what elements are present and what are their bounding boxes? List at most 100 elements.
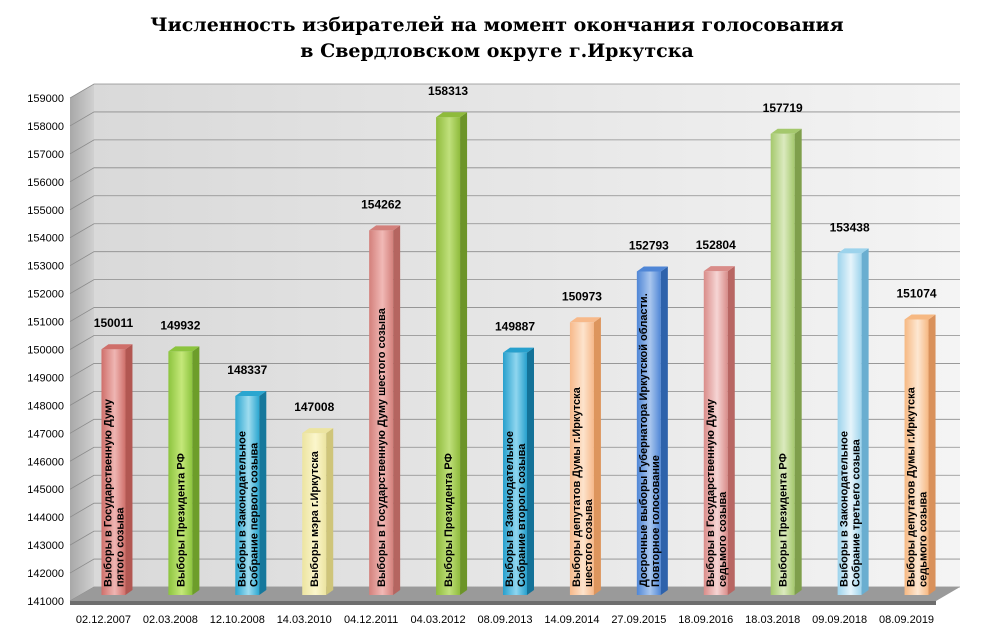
bar-top xyxy=(235,390,267,396)
y-tick-label: 156000 xyxy=(27,177,64,189)
data-label: 150973 xyxy=(562,289,602,303)
x-tick-label: 18.09.2016 xyxy=(678,614,733,626)
bar-side xyxy=(727,266,735,595)
bar-top xyxy=(302,428,334,434)
bar-text: седьмого созыва xyxy=(717,491,729,587)
bar-group: 151074 Выборы депутатов Думы г.Иркутска се… xyxy=(897,286,937,595)
bar xyxy=(636,271,661,595)
bar-group: 152793 Досрочные выборы Губернатора Иркут… xyxy=(629,238,669,595)
y-tick-label: 153000 xyxy=(27,261,64,273)
data-label: 153438 xyxy=(830,220,870,234)
bar-side xyxy=(928,314,936,595)
y-axis: 141000 142000 143000 144000 145000 146000 1470… xyxy=(27,93,64,608)
x-tick-label: 08.09.2013 xyxy=(477,614,532,626)
y-tick-label: 144000 xyxy=(27,512,64,524)
bar xyxy=(302,433,327,595)
bar xyxy=(101,349,126,595)
bar-text: Выборы Президента РФ xyxy=(778,453,790,587)
x-tick-label: 12.10.2008 xyxy=(210,614,265,626)
bar-top xyxy=(636,266,668,272)
bar-text: Выборы в Государственную Думу шестого со… xyxy=(376,307,388,587)
x-tick-label: 08.09.2019 xyxy=(879,614,934,626)
bar-text: Повторное голосование xyxy=(650,455,662,587)
bar-side xyxy=(326,428,334,595)
data-label: 152793 xyxy=(629,238,669,252)
bar-group: 150011 Выборы в Государственную Думу пятог… xyxy=(94,316,133,595)
bar-top xyxy=(904,314,936,320)
bar-side xyxy=(660,266,668,595)
bar-top xyxy=(436,112,468,118)
x-tick-label: 02.03.2008 xyxy=(143,614,198,626)
bar-side xyxy=(460,112,468,596)
bar xyxy=(503,352,527,595)
bar-group: 152804 Выборы в Государственную Думу седьм… xyxy=(696,238,736,595)
bar-top xyxy=(369,225,401,231)
data-label: 147008 xyxy=(294,400,334,414)
data-label: 158313 xyxy=(428,84,468,98)
data-label: 148337 xyxy=(227,363,267,377)
bar xyxy=(436,117,461,596)
y-tick-label: 155000 xyxy=(27,205,64,217)
bar-text: Выборы Президента РФ xyxy=(443,453,455,587)
bar-text: Выборы в Законодательное xyxy=(504,431,516,587)
bar-text: Выборы депутатов Думы г.Иркутска xyxy=(571,386,583,587)
bar-top xyxy=(837,248,869,254)
y-tick-label: 143000 xyxy=(27,540,64,552)
bar-side xyxy=(593,317,601,595)
x-tick-label: 14.09.2014 xyxy=(544,614,599,626)
y-tick-label: 151000 xyxy=(27,317,64,329)
chart-title-line-1: Численность избирателей на момент оконча… xyxy=(150,14,843,36)
x-tick-label: 14.03.2010 xyxy=(277,614,332,626)
bar-text: седьмого созыва xyxy=(918,491,930,587)
y-tick-label: 149000 xyxy=(27,372,64,384)
bar-text: шестого созыва xyxy=(583,498,595,587)
x-tick-label: 18.03.2018 xyxy=(745,614,800,626)
bar-text: Выборы в Государственную Думу xyxy=(102,398,114,587)
bar-side xyxy=(527,347,534,595)
bar-side xyxy=(125,344,133,595)
bar xyxy=(569,322,594,595)
bar xyxy=(235,395,260,595)
bar-text: пятого созыва xyxy=(114,507,126,587)
bar-group: 150973 Выборы депутатов Думы г.Иркутска ше… xyxy=(562,289,602,595)
bar xyxy=(168,351,193,595)
bar-group: 157719 Выборы Президента РФ xyxy=(763,101,803,596)
bar-text: Выборы Президента РФ xyxy=(175,453,187,587)
bar xyxy=(369,230,394,596)
bar-side xyxy=(259,390,267,595)
x-tick-label: 04.12.2011 xyxy=(344,614,398,626)
y-tick-label: 150000 xyxy=(27,345,64,357)
x-tick-label: 09.09.2018 xyxy=(812,614,867,626)
y-tick-label: 146000 xyxy=(27,456,64,468)
bar xyxy=(703,271,728,595)
bar-group: 149887 Выборы в Законодательное Собрание в… xyxy=(495,320,535,595)
data-label: 152804 xyxy=(696,238,736,252)
data-label: 151074 xyxy=(897,286,937,300)
bar-top xyxy=(770,128,802,134)
bar-top xyxy=(168,346,200,352)
bar xyxy=(770,133,795,596)
y-tick-label: 142000 xyxy=(27,568,64,580)
x-tick-label: 02.12.2007 xyxy=(76,614,131,626)
bar-top xyxy=(569,317,601,323)
x-tick-label: 27.09.2015 xyxy=(611,614,666,626)
bar-text: Выборы в Законодательное xyxy=(236,431,248,587)
x-tick-label: 04.03.2012 xyxy=(411,614,466,626)
y-tick-label: 158000 xyxy=(27,121,64,133)
bar-text: Собрание третьего созыва xyxy=(851,438,863,587)
bar-side xyxy=(794,128,802,596)
bar-side xyxy=(861,248,869,595)
bar-text: Выборы мэра г.Иркутска xyxy=(309,450,321,587)
y-tick-label: 159000 xyxy=(27,93,64,105)
x-axis: 02.12.2007 02.03.2008 12.10.2008 14.03.2010… xyxy=(76,614,934,626)
bar xyxy=(904,319,929,595)
bar-text: Выборы в Государственную Думу xyxy=(705,398,717,587)
y-tick-label: 147000 xyxy=(27,428,64,440)
y-tick-label: 152000 xyxy=(27,289,64,301)
data-label: 149887 xyxy=(495,320,535,334)
y-tick-label: 145000 xyxy=(27,484,64,496)
bar-side xyxy=(192,346,200,595)
data-label: 149932 xyxy=(160,318,200,332)
bar-group: 147008 Выборы мэра г.Иркутска xyxy=(294,400,335,595)
